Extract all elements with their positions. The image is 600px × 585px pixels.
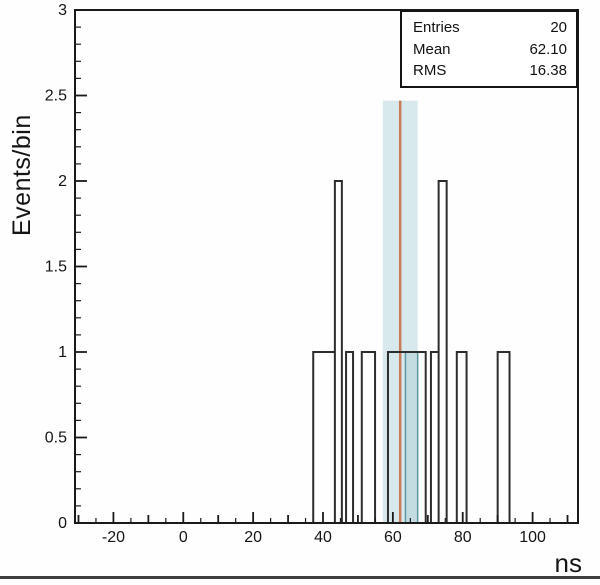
x-tick-label: 0 bbox=[179, 529, 188, 546]
y-tick-label: 2.5 bbox=[45, 88, 67, 105]
stats-mean-label: Mean bbox=[413, 40, 451, 58]
x-tick-label: 40 bbox=[314, 529, 332, 546]
stats-row-entries: Entries 20 bbox=[413, 19, 567, 36]
y-tick-label: 1 bbox=[58, 344, 67, 361]
x-tick-label: 100 bbox=[519, 529, 546, 546]
y-tick-label: 1.5 bbox=[45, 259, 67, 276]
y-tick-label: 3 bbox=[58, 2, 67, 19]
y-tick-label: 0 bbox=[58, 515, 67, 532]
x-tick-label: 20 bbox=[244, 529, 262, 546]
stats-mean-value: 62.10 bbox=[529, 40, 567, 58]
stats-row-mean: Mean 62.10 bbox=[413, 41, 567, 58]
scan-edge-strip bbox=[0, 576, 600, 579]
histogram-outline bbox=[75, 180, 578, 524]
stats-entries-label: Entries bbox=[413, 19, 460, 37]
stats-row-rms: RMS 16.38 bbox=[413, 62, 567, 79]
y-axis-title: Events/bin bbox=[8, 114, 36, 236]
x-tick-label: 60 bbox=[384, 529, 402, 546]
stats-entries-value: 20 bbox=[550, 19, 567, 37]
filled-bin bbox=[404, 351, 419, 524]
y-tick-label: 0.5 bbox=[45, 430, 67, 447]
y-tick-label: 2 bbox=[58, 173, 67, 190]
stats-rms-label: RMS bbox=[413, 61, 447, 79]
x-tick-label: 80 bbox=[454, 529, 472, 546]
stats-rms-value: 16.38 bbox=[529, 61, 567, 79]
x-tick-label: -20 bbox=[102, 529, 125, 546]
stats-box: Entries 20 Mean 62.10 RMS 16.38 bbox=[400, 10, 578, 88]
x-axis-title: ns bbox=[554, 548, 582, 578]
